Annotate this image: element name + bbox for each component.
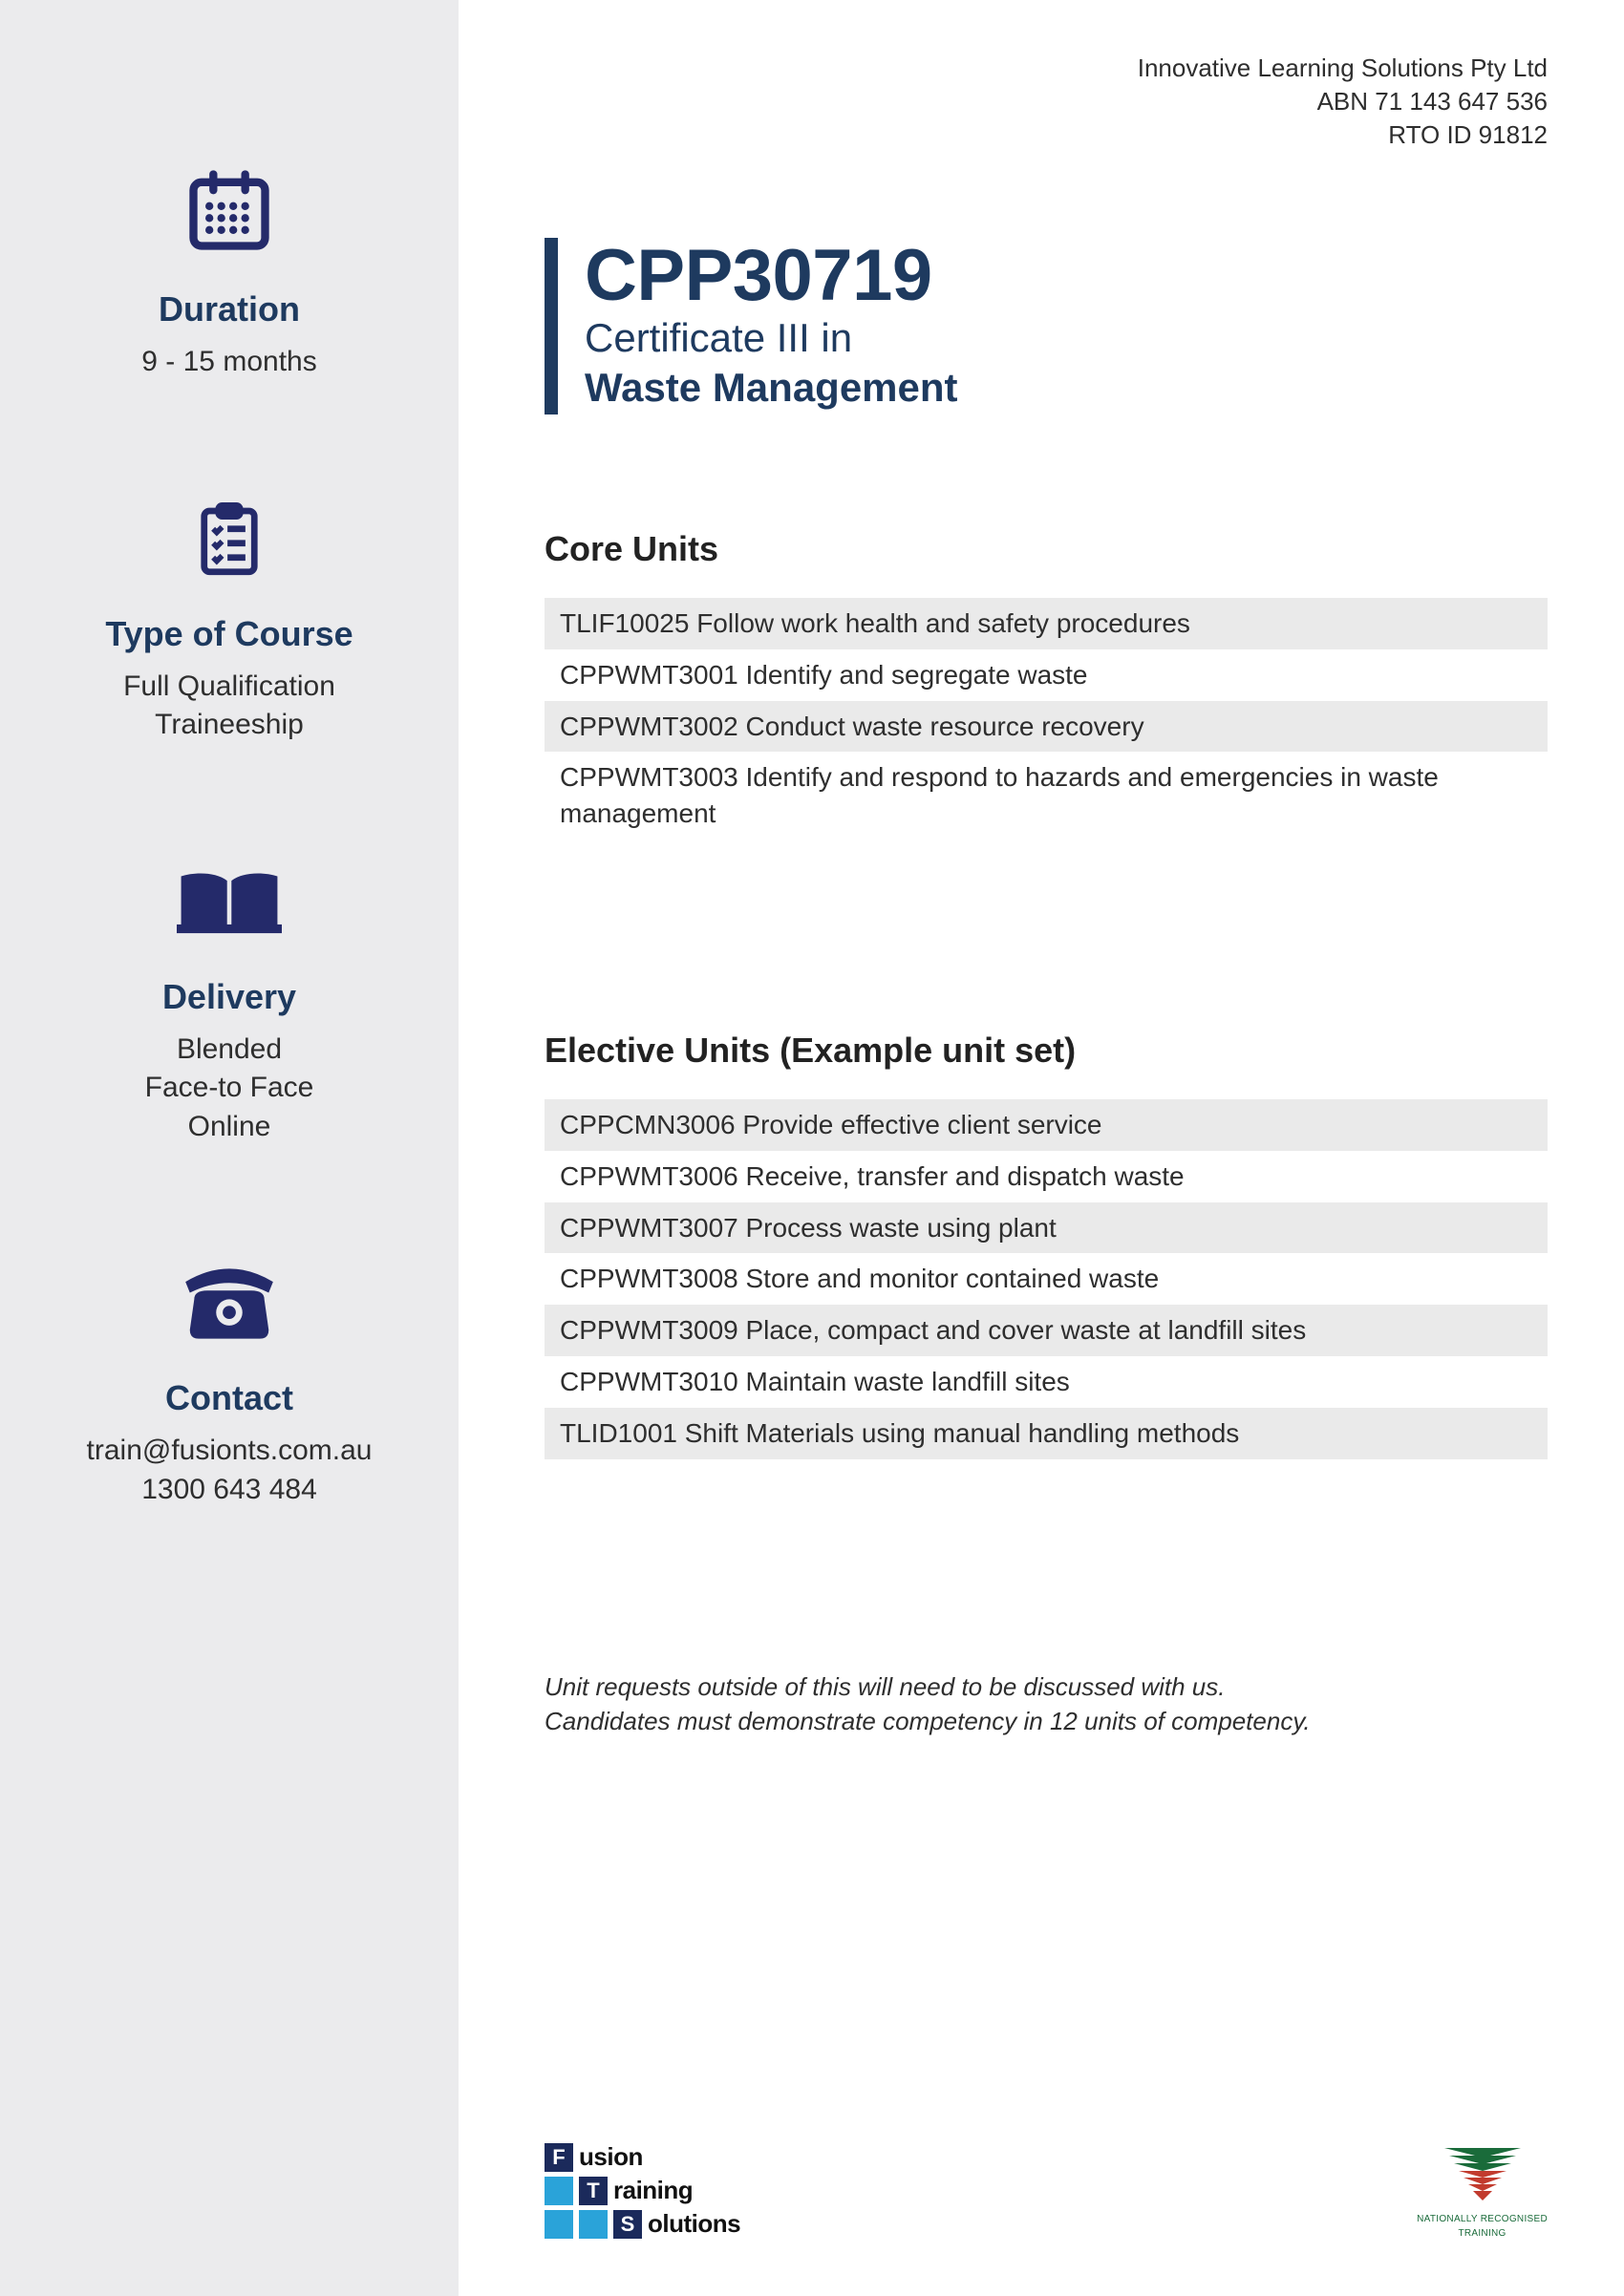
org-rto: RTO ID 91812	[545, 118, 1548, 152]
unit-row: CPPWMT3009 Place, compact and cover wast…	[545, 1305, 1548, 1356]
fts-spacer-2	[545, 2210, 573, 2239]
elective-units-heading: Elective Units (Example unit set)	[545, 1031, 1548, 1071]
clipboard-icon	[186, 497, 272, 587]
fts-word-1: usion	[579, 2142, 643, 2172]
unit-row: CPPWMT3003 Identify and respond to hazar…	[545, 752, 1548, 840]
footnote-line-1: Unit requests outside of this will need …	[545, 1669, 1548, 1704]
footnote-line-2: Candidates must demonstrate competency i…	[545, 1704, 1548, 1738]
core-units-list: TLIF10025 Follow work health and safety …	[545, 598, 1548, 840]
nrt-triangle-icon	[1440, 2143, 1526, 2210]
course-subtitle: Certificate III in	[585, 314, 1548, 362]
main-content: Innovative Learning Solutions Pty Ltd AB…	[459, 0, 1624, 2296]
delivery-block: Delivery Blended Face-to Face Online	[145, 860, 314, 1147]
type-lines: Full Qualification Traineeship	[123, 668, 335, 745]
core-units-heading: Core Units	[545, 529, 1548, 569]
fts-box-t: T	[579, 2177, 608, 2205]
fts-word-3: olutions	[648, 2209, 740, 2239]
nrt-logo: NATIONALLY RECOGNISED TRAINING	[1417, 2143, 1548, 2239]
fts-word-2: raining	[613, 2176, 693, 2205]
fts-logo: F usion T raining S olutions	[545, 2142, 740, 2239]
delivery-line-1: Blended	[145, 1031, 314, 1070]
fts-spacer-1	[545, 2177, 573, 2205]
duration-block: Duration 9 - 15 months	[141, 162, 316, 382]
duration-value: 9 - 15 months	[141, 343, 316, 382]
elective-units-list: CPPCMN3006 Provide effective client serv…	[545, 1099, 1548, 1459]
fts-box-s: S	[613, 2210, 642, 2239]
book-icon	[177, 860, 282, 950]
delivery-line-3: Online	[145, 1108, 314, 1147]
org-info: Innovative Learning Solutions Pty Ltd AB…	[545, 52, 1548, 152]
unit-row: CPPWMT3001 Identify and segregate waste	[545, 649, 1548, 701]
footnote: Unit requests outside of this will need …	[545, 1669, 1548, 1739]
unit-row: CPPWMT3008 Store and monitor contained w…	[545, 1253, 1548, 1305]
contact-phone[interactable]: 1300 643 484	[87, 1471, 373, 1510]
nrt-caption-1: NATIONALLY RECOGNISED	[1417, 2214, 1548, 2224]
unit-row: TLID1001 Shift Materials using manual ha…	[545, 1408, 1548, 1459]
delivery-lines: Blended Face-to Face Online	[145, 1031, 314, 1147]
title-block: CPP30719 Certificate III in Waste Manage…	[545, 238, 1548, 415]
contact-heading: Contact	[165, 1378, 293, 1418]
unit-row: CPPWMT3002 Conduct waste resource recove…	[545, 701, 1548, 753]
type-block: Type of Course Full Qualification Traine…	[105, 497, 353, 745]
type-heading: Type of Course	[105, 614, 353, 654]
delivery-line-2: Face-to Face	[145, 1069, 314, 1108]
unit-row: CPPCMN3006 Provide effective client serv…	[545, 1099, 1548, 1151]
course-qualification: Waste Management	[585, 362, 1548, 415]
contact-lines: train@fusionts.com.au 1300 643 484	[87, 1432, 373, 1509]
contact-email[interactable]: train@fusionts.com.au	[87, 1432, 373, 1471]
delivery-heading: Delivery	[162, 977, 296, 1017]
unit-row: CPPWMT3010 Maintain waste landfill sites	[545, 1356, 1548, 1408]
fts-box-f: F	[545, 2143, 573, 2172]
contact-block: Contact train@fusionts.com.au 1300 643 4…	[87, 1261, 373, 1509]
calendar-icon	[182, 162, 277, 263]
sidebar: Duration 9 - 15 months Type of Course Fu…	[0, 0, 459, 2296]
footer: F usion T raining S olutions	[545, 2142, 1548, 2239]
org-name: Innovative Learning Solutions Pty Ltd	[545, 52, 1548, 85]
duration-heading: Duration	[159, 289, 300, 330]
unit-row: CPPWMT3006 Receive, transfer and dispatc…	[545, 1151, 1548, 1202]
fts-spacer-3	[579, 2210, 608, 2239]
unit-row: TLIF10025 Follow work health and safety …	[545, 598, 1548, 649]
type-line-2: Traineeship	[123, 706, 335, 745]
type-line-1: Full Qualification	[123, 668, 335, 707]
nrt-caption-2: TRAINING	[1458, 2228, 1506, 2239]
org-abn: ABN 71 143 647 536	[545, 85, 1548, 118]
unit-row: CPPWMT3007 Process waste using plant	[545, 1202, 1548, 1254]
phone-icon	[177, 1261, 282, 1351]
course-code: CPP30719	[585, 238, 1548, 314]
